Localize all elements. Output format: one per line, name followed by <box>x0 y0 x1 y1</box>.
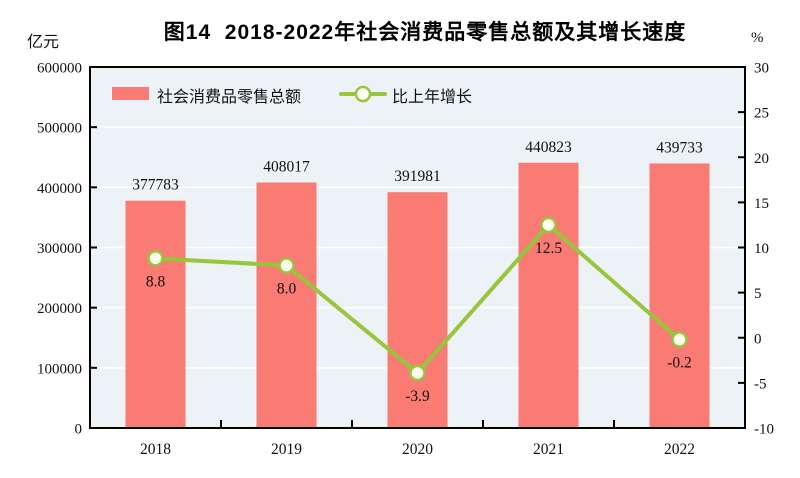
line-value-label: -3.9 <box>405 388 430 405</box>
left-axis-tick-label: 100000 <box>37 361 82 377</box>
bar-2021 <box>518 162 579 429</box>
left-axis-tick-label: 300000 <box>37 241 82 257</box>
bar-2020 <box>387 192 448 428</box>
right-axis-tick-label: 5 <box>754 286 762 302</box>
line-marker-2022 <box>671 331 688 348</box>
line-marker-2020 <box>409 364 426 382</box>
chart-title: 图14 2018-2022年社会消费品零售总额及其增长速度 <box>163 21 687 44</box>
line-value-label: 12.5 <box>535 240 562 257</box>
left-axis-tick-label: 500000 <box>37 121 82 137</box>
right-axis-unit-label: % <box>751 30 764 46</box>
legend-line-label: 比上年增长 <box>392 88 472 106</box>
line-marker-2018 <box>147 250 164 267</box>
right-axis-tick-label: 15 <box>754 196 769 212</box>
x-axis-label-2022: 2022 <box>664 441 695 458</box>
line-value-label: -0.2 <box>667 355 692 372</box>
right-axis-tick-label: 20 <box>754 151 769 167</box>
legend-line-marker <box>354 85 372 103</box>
right-axis-tick-label: 25 <box>754 106 769 122</box>
bar-2022 <box>649 163 710 428</box>
bar-2019 <box>256 182 317 428</box>
left-axis-tick-label: 400000 <box>37 181 82 197</box>
bar-value-label: 391981 <box>394 168 441 185</box>
x-axis-label-2019: 2019 <box>271 441 302 458</box>
right-axis-tick-label: 0 <box>754 331 762 347</box>
line-value-label: 8.0 <box>277 281 297 298</box>
left-axis-tick-label: 200000 <box>37 301 82 317</box>
bar-value-label: 440823 <box>525 139 572 156</box>
bar-value-label: 408017 <box>263 159 310 176</box>
x-axis-label-2021: 2021 <box>533 441 564 458</box>
x-axis-label-2018: 2018 <box>140 441 171 458</box>
right-axis-tick-label: 30 <box>754 61 769 77</box>
line-marker-2021 <box>540 216 557 234</box>
line-marker-2019 <box>278 257 295 274</box>
right-axis-tick-label: 10 <box>754 241 769 257</box>
bar-2018 <box>125 200 186 428</box>
legend-bar-label: 社会消费品零售总额 <box>157 88 301 106</box>
right-axis-tick-label: -5 <box>754 376 767 392</box>
left-axis-tick-label: 0 <box>75 422 83 438</box>
left-axis-unit-label: 亿元 <box>27 34 60 51</box>
bar-value-label: 439733 <box>656 139 703 156</box>
line-value-label: 8.8 <box>146 273 166 290</box>
left-axis-tick-label: 600000 <box>37 61 82 77</box>
right-axis-tick-label: -10 <box>754 422 774 438</box>
legend-bar-swatch <box>112 87 149 100</box>
bar-value-label: 377783 <box>132 177 179 194</box>
x-axis-label-2020: 2020 <box>402 441 433 458</box>
